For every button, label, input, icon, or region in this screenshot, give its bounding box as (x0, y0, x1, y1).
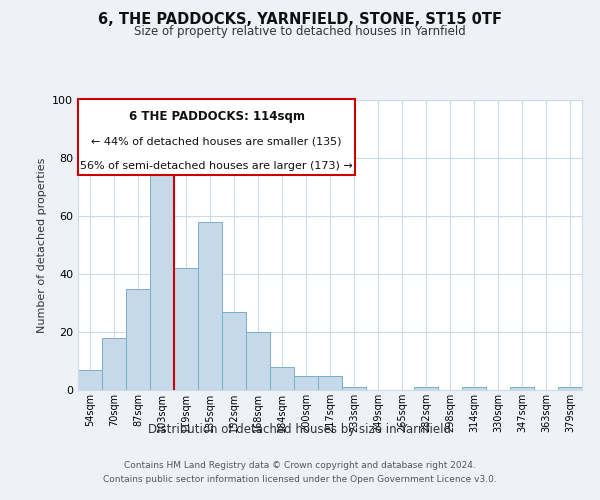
Bar (318, 376, 342, 390)
Text: Size of property relative to detached houses in Yarnfield: Size of property relative to detached ho… (134, 25, 466, 38)
Text: 56% of semi-detached houses are larger (173) →: 56% of semi-detached houses are larger (… (80, 161, 353, 171)
Text: 6 THE PADDOCKS: 114sqm: 6 THE PADDOCKS: 114sqm (128, 110, 305, 123)
Bar (222, 312, 246, 390)
Text: ← 44% of detached houses are smaller (135): ← 44% of detached houses are smaller (13… (91, 136, 342, 146)
Bar (174, 268, 198, 390)
Bar (462, 387, 486, 390)
Text: Contains public sector information licensed under the Open Government Licence v3: Contains public sector information licen… (103, 475, 497, 484)
Bar (294, 376, 318, 390)
Bar (78, 370, 102, 390)
Text: Contains HM Land Registry data © Crown copyright and database right 2024.: Contains HM Land Registry data © Crown c… (124, 461, 476, 470)
Bar (414, 387, 438, 390)
Bar (342, 387, 366, 390)
FancyBboxPatch shape (78, 98, 355, 176)
Bar (558, 387, 582, 390)
Bar (102, 338, 126, 390)
Bar (198, 222, 222, 390)
Bar (126, 288, 150, 390)
Bar (270, 367, 294, 390)
Bar (246, 332, 270, 390)
Bar (150, 146, 174, 390)
Bar (510, 387, 534, 390)
Text: 6, THE PADDOCKS, YARNFIELD, STONE, ST15 0TF: 6, THE PADDOCKS, YARNFIELD, STONE, ST15 … (98, 12, 502, 28)
Text: Distribution of detached houses by size in Yarnfield: Distribution of detached houses by size … (149, 422, 452, 436)
Y-axis label: Number of detached properties: Number of detached properties (37, 158, 47, 332)
